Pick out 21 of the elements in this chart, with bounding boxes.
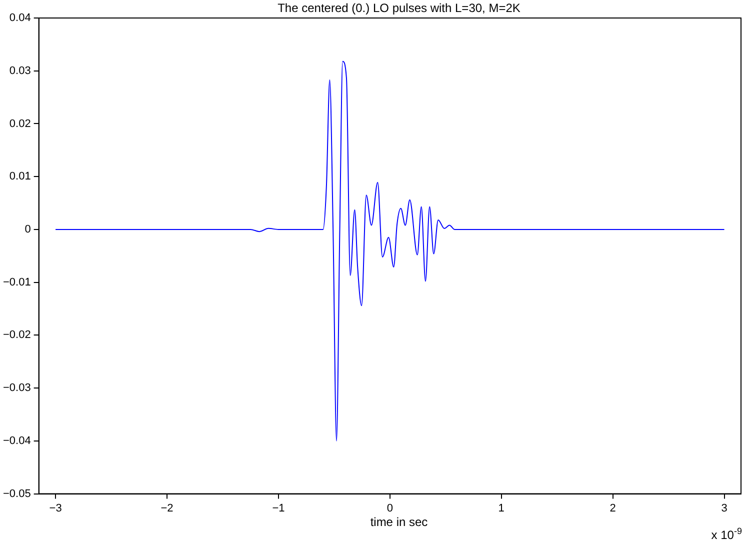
line-series [55,60,725,442]
y-tick-label: −0.05 [2,488,31,500]
x-tick-label: 0 [386,502,393,514]
text: x 10$^{-9}$ [711,526,742,542]
x-tick-label: −2 [160,502,174,514]
x-tick-label: 1 [498,502,504,514]
y-tick-label: −0.03 [2,382,31,394]
chart-title: The centered (0.) LO pulses with L=30, M=2K [276,1,522,15]
x-tick-label: 2 [610,502,616,514]
y-tick-label: 0.04 [9,12,31,24]
y-tick-label: 0 [24,224,31,236]
y-tick-label: 0.03 [9,64,31,77]
x-tick-label: 3 [721,502,728,514]
y-tick-label: −0.02 [2,329,31,342]
x-tick-label: −1 [272,502,285,514]
y-tick-label: −0.04 [2,434,31,447]
y-tick-label: 0.02 [9,118,31,130]
y-tick-label: 0.01 [9,170,31,183]
y-tick-label: −0.01 [2,276,31,288]
x-tick-label: −3 [49,502,62,514]
x-axis-title: time in sec [370,515,428,529]
